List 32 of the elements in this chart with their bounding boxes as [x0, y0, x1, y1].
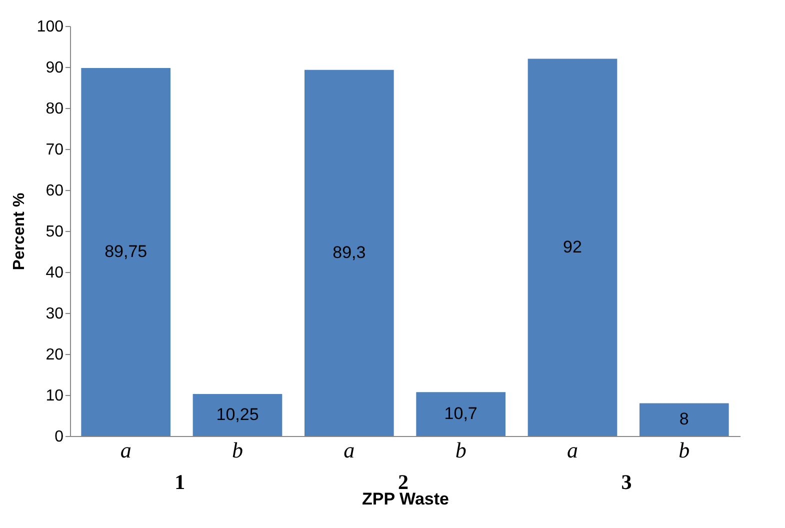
y-tick-label: 10 [46, 388, 64, 404]
y-tick-label: 80 [46, 100, 64, 118]
x-tick-label: b [678, 438, 690, 462]
x-tick-label: a [344, 438, 355, 462]
x-tick-label: b [232, 438, 243, 462]
y-tick-label: 100 [36, 18, 64, 36]
y-tick-label: 20 [46, 346, 64, 364]
data-label: 89,3 [332, 242, 366, 262]
x-tick-label: a [120, 438, 132, 462]
y-tick-label: 50 [46, 224, 64, 240]
bar [640, 403, 729, 436]
data-label: 10,25 [216, 404, 259, 424]
data-label: 92 [563, 237, 582, 256]
bar [304, 70, 394, 436]
y-tick-label: 60 [46, 182, 64, 200]
y-axis-title: Percent % [10, 192, 28, 270]
text: 3 [621, 470, 632, 494]
bar [192, 394, 282, 436]
text: 1 [174, 470, 186, 494]
bar [416, 392, 506, 436]
y-tick-label: 40 [46, 264, 64, 282]
y-tick-label: 0 [54, 428, 64, 446]
bar [81, 68, 170, 436]
data-label: 10,7 [444, 404, 478, 424]
data-label: 8 [679, 410, 689, 429]
bar [528, 58, 618, 436]
y-tick-label: 70 [46, 142, 64, 158]
data-label: 89,75 [104, 242, 148, 262]
y-tick-label: 90 [46, 60, 64, 76]
x-tick-label: a [567, 438, 578, 462]
x-tick-label: b [455, 438, 466, 462]
y-tick-label: 30 [46, 306, 64, 322]
